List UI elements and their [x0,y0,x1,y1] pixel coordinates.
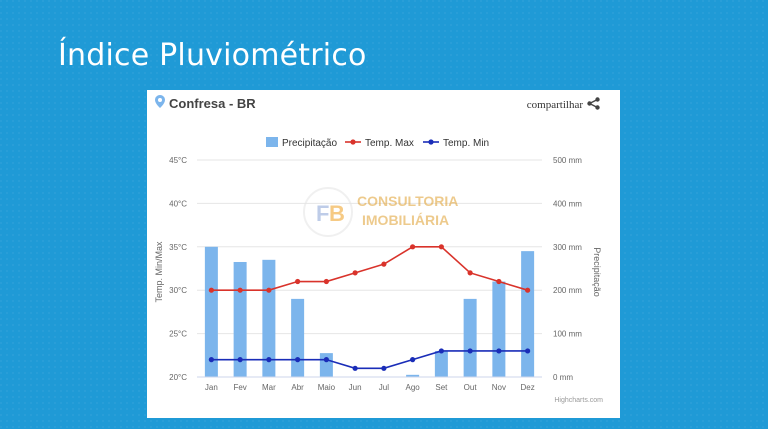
tmax-point [352,270,358,276]
x-tick-label: Mar [262,383,276,392]
precip-bar [434,350,448,377]
y-left-tick-label: 25°C [169,330,187,339]
x-tick-label: Set [435,383,448,392]
x-tick-label: Dez [521,383,535,392]
tmax-point [266,287,272,293]
precip-bar [463,298,477,377]
tmin-point [410,357,416,363]
tmin-point [295,357,301,363]
tmin-line [211,350,528,370]
tmax-point [323,278,329,285]
tmax-point [381,261,387,267]
x-tick-label: Ago [406,383,421,392]
legend-swatch-precip [266,137,278,147]
tmax-line [211,246,528,291]
tmax-point [237,287,243,293]
legend-marker-tmin [428,139,434,145]
x-tick-label: Jan [205,383,218,392]
y-right-tick-label: 300 mm [553,243,582,252]
tmax-point [438,244,444,250]
tmin-point [381,365,387,371]
slide-title: Índice Pluviométrico [58,38,367,73]
location-label: Confresa - BR [169,95,256,111]
precip-bar [319,353,333,377]
y-axis-right-title: Precipitação [592,247,602,297]
tmin-point [237,357,243,363]
climate-chart: Precipitação Temp. Max Temp. Min F B CON… [154,137,603,404]
temperature-lines [208,244,531,371]
y-right-tick-label: 100 mm [553,330,582,339]
chart-card: Confresa - BR compartilhar Precipitação … [147,90,620,418]
share-icon [587,97,600,113]
map-pin-icon [155,95,165,111]
legend-label-tmin[interactable]: Temp. Min [443,138,489,149]
watermark-line2: IMOBILIÁRIA [362,212,449,228]
tmax-point [525,287,531,293]
y-left-tick-label: 35°C [169,243,187,252]
axes: 45°C 40°C 35°C 30°C 25°C 20°C 500 mm 400 mm 300 … [169,156,582,392]
precip-bar [291,298,305,377]
card-header: Confresa - BR compartilhar [155,95,600,115]
chart-legend: Precipitação Temp. Max Temp. Min [266,137,489,149]
tmin-point [467,348,473,354]
x-tick-label: Out [464,383,478,392]
tmax-point [410,244,416,250]
y-right-tick-label: 0 mm [553,373,573,382]
share-label: compartilhar [526,99,583,111]
legend-label-tmax[interactable]: Temp. Max [365,138,414,149]
watermark-logo-letters-b: B [329,201,345,226]
tmin-point [208,357,214,363]
x-tick-label: Jun [349,383,362,392]
x-tick-label: Abr [291,383,304,392]
watermark-logo [303,187,353,237]
x-tick-label: Nov [492,383,506,392]
y-left-tick-label: 40°C [169,199,187,208]
precip-bar [204,246,218,377]
watermark-logo-letters: F [316,201,329,226]
precip-bar [492,281,506,377]
chart-credit[interactable]: Highcharts.com [554,397,603,404]
tmax-point [295,278,301,285]
tmin-point [438,348,444,354]
legend-marker-tmax [350,139,356,145]
tmin-point [266,357,272,363]
location-title: Confresa - BR [155,95,256,111]
legend-label-precip[interactable]: Precipitação [282,138,337,149]
tmax-point [208,287,214,293]
x-tick-label: Maio [318,383,336,392]
y-left-tick-label: 45°C [169,156,187,165]
y-left-tick-label: 30°C [169,286,187,295]
y-right-tick-label: 400 mm [553,199,582,208]
watermark: F B CONSULTORIA IMOBILIÁRIA [303,187,458,237]
precip-bar [406,374,420,377]
y-axis-left-title: Temp. Min/Max [154,241,164,303]
tmin-point [525,348,531,354]
x-tick-label: Fev [233,383,246,392]
x-tick-label: Jul [379,383,389,392]
tmin-point [496,348,502,354]
tmax-point [496,278,502,285]
watermark-line1: CONSULTORIA [357,193,458,209]
share-button[interactable]: compartilhar [527,97,600,113]
precip-bar [521,251,535,377]
tmax-point [467,270,473,276]
tmin-point [352,365,358,371]
y-left-tick-label: 20°C [169,373,187,382]
tmin-point [323,357,329,363]
y-right-tick-label: 500 mm [553,156,582,165]
precip-bars [204,246,535,377]
y-right-tick-label: 200 mm [553,286,582,295]
